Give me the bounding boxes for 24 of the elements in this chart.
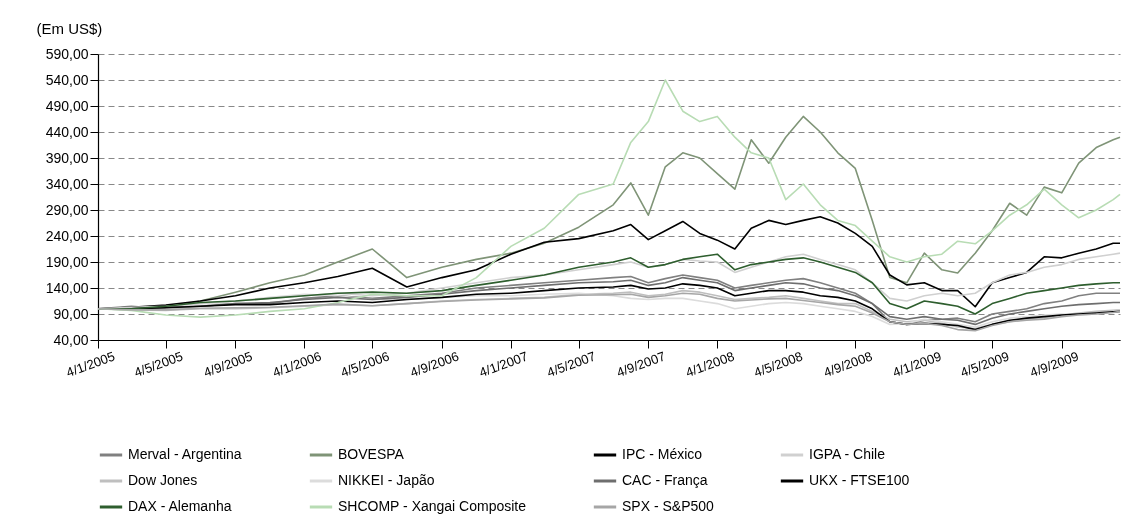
y-tick-label: 590,00 (45, 45, 89, 62)
legend-label: DAX - Alemanha (128, 498, 232, 514)
y-tick-label: 390,00 (45, 149, 89, 166)
y-tick-label: 140,00 (45, 279, 89, 296)
y-tick-label: 40,00 (53, 331, 89, 348)
y-tick-label: 290,00 (45, 201, 89, 218)
y-axis-title: (Em US$) (36, 19, 103, 37)
legend-label: NIKKEI - Japão (338, 472, 435, 488)
y-tick-label: 490,00 (45, 97, 89, 114)
y-tick-label: 440,00 (45, 123, 89, 140)
legend-label: Dow Jones (128, 472, 198, 488)
y-tick-label: 190,00 (45, 253, 89, 270)
legend-label: SHCOMP - Xangai Composite (338, 498, 527, 514)
legend-label: Merval - Argentina (128, 446, 242, 462)
legend-label: UKX - FTSE100 (809, 472, 910, 488)
legend-label: SPX - S&P500 (622, 498, 715, 514)
legend-label: CAC - França (622, 472, 708, 488)
legend-label: IPC - México (622, 446, 703, 462)
legend-label: IGPA - Chile (809, 446, 886, 462)
legend-label: BOVESPA (338, 446, 405, 462)
y-tick-label: 90,00 (53, 305, 89, 322)
y-tick-label: 540,00 (45, 71, 89, 88)
y-tick-label: 340,00 (45, 175, 89, 192)
y-tick-label: 240,00 (45, 227, 89, 244)
